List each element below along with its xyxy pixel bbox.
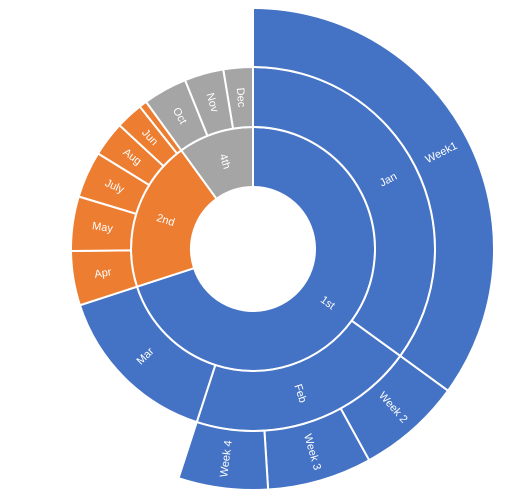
segment-1st-feb-week-4-label: Week 4 — [218, 440, 235, 478]
segment-2nd-may-label: May — [91, 220, 114, 235]
segment-4th-nov-label: Nov — [204, 92, 221, 115]
segment-1st-feb-week-4 — [177, 420, 270, 491]
segment-2nd-apr-label: Apr — [94, 266, 113, 281]
segment-1st-jan-week1 — [252, 6, 495, 393]
segment-4th-dec — [222, 65, 254, 130]
segment-2nd-label: 2nd — [155, 212, 176, 229]
segment-4th-dec-label: Dec — [234, 87, 248, 108]
segment-1st-feb-label: Feb — [291, 383, 308, 405]
segment-4th-label: 4th — [217, 152, 233, 170]
